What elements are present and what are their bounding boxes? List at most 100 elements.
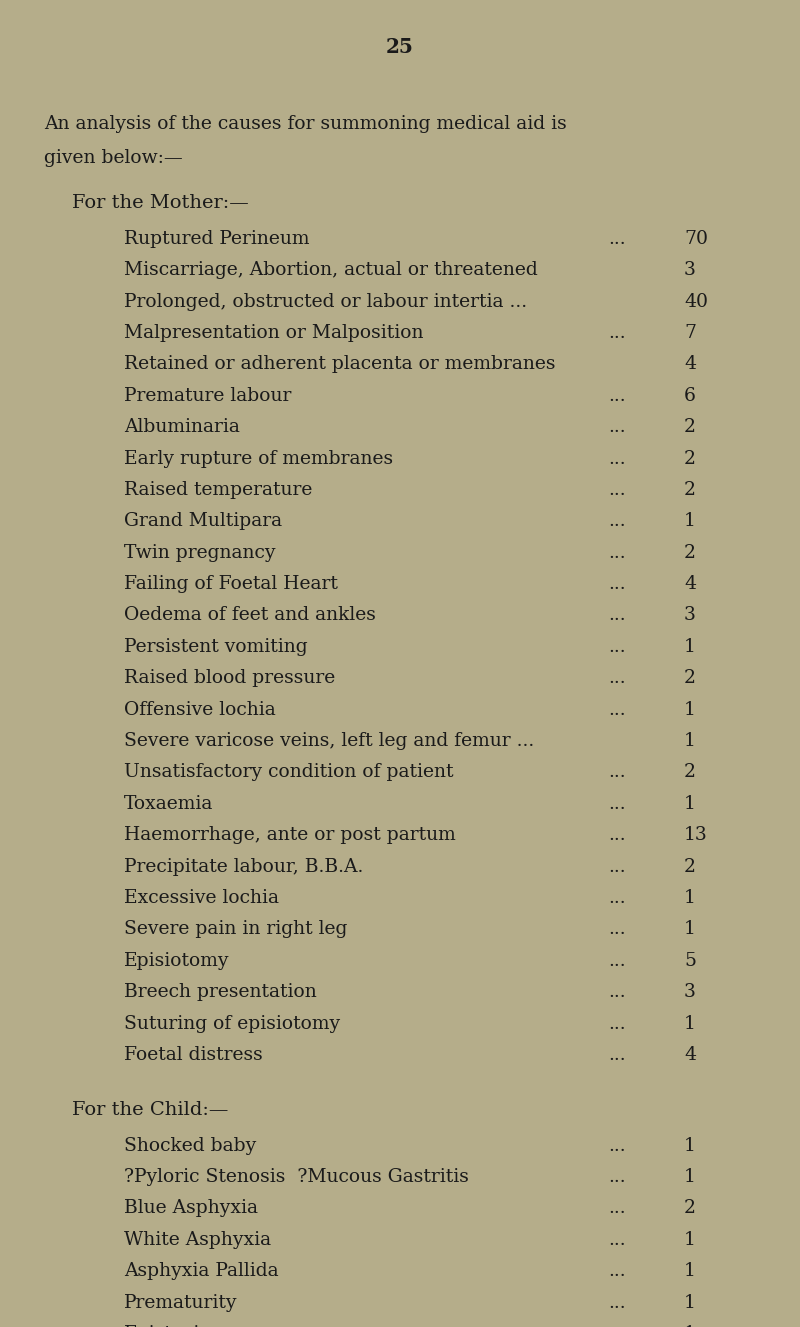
- Text: 2: 2: [684, 1200, 696, 1217]
- Text: 2: 2: [684, 763, 696, 782]
- Text: 2: 2: [684, 857, 696, 876]
- Text: 3: 3: [684, 261, 696, 279]
- Text: An analysis of the causes for summoning medical aid is: An analysis of the causes for summoning …: [44, 115, 566, 133]
- Text: Raised temperature: Raised temperature: [124, 480, 312, 499]
- Text: Excessive lochia: Excessive lochia: [124, 889, 279, 906]
- Text: 5: 5: [684, 951, 696, 970]
- Text: 1: 1: [684, 1326, 696, 1327]
- Text: Grand Multipara: Grand Multipara: [124, 512, 282, 531]
- Text: ...: ...: [608, 827, 626, 844]
- Text: ...: ...: [608, 1200, 626, 1217]
- Text: ...: ...: [608, 450, 626, 467]
- Text: Severe pain in right leg: Severe pain in right leg: [124, 921, 347, 938]
- Text: 1: 1: [684, 1262, 696, 1281]
- Text: Raised blood pressure: Raised blood pressure: [124, 669, 335, 687]
- Text: 3: 3: [684, 606, 696, 625]
- Text: Shocked baby: Shocked baby: [124, 1137, 256, 1154]
- Text: 2: 2: [684, 418, 696, 437]
- Text: ...: ...: [608, 795, 626, 813]
- Text: Toxaemia: Toxaemia: [124, 795, 214, 813]
- Text: ...: ...: [608, 575, 626, 593]
- Text: Malpresentation or Malposition: Malpresentation or Malposition: [124, 324, 423, 342]
- Text: 70: 70: [684, 230, 708, 248]
- Text: ...: ...: [608, 1046, 626, 1064]
- Text: Suturing of episiotomy: Suturing of episiotomy: [124, 1015, 340, 1032]
- Text: 4: 4: [684, 1046, 696, 1064]
- Text: 1: 1: [684, 795, 696, 813]
- Text: ...: ...: [608, 701, 626, 719]
- Text: ...: ...: [608, 763, 626, 782]
- Text: For the Mother:—: For the Mother:—: [72, 194, 249, 212]
- Text: 7: 7: [684, 324, 696, 342]
- Text: ...: ...: [608, 606, 626, 625]
- Text: 1: 1: [684, 1168, 696, 1186]
- Text: Albuminaria: Albuminaria: [124, 418, 240, 437]
- Text: 6: 6: [684, 386, 696, 405]
- Text: Premature labour: Premature labour: [124, 386, 291, 405]
- Text: ...: ...: [608, 324, 626, 342]
- Text: 4: 4: [684, 356, 696, 373]
- Text: ...: ...: [608, 889, 626, 906]
- Text: 2: 2: [684, 544, 696, 561]
- Text: Haemorrhage, ante or post partum: Haemorrhage, ante or post partum: [124, 827, 456, 844]
- Text: ...: ...: [608, 512, 626, 531]
- Text: Failing of Foetal Heart: Failing of Foetal Heart: [124, 575, 338, 593]
- Text: ...: ...: [608, 386, 626, 405]
- Text: 1: 1: [684, 733, 696, 750]
- Text: 13: 13: [684, 827, 708, 844]
- Text: ...: ...: [608, 669, 626, 687]
- Text: ...: ...: [608, 638, 626, 656]
- Text: ...: ...: [608, 1015, 626, 1032]
- Text: 1: 1: [684, 1137, 696, 1154]
- Text: 2: 2: [684, 450, 696, 467]
- Text: Episiotomy: Episiotomy: [124, 951, 230, 970]
- Text: ...: ...: [608, 1294, 626, 1311]
- Text: 1: 1: [684, 638, 696, 656]
- Text: Blue Asphyxia: Blue Asphyxia: [124, 1200, 258, 1217]
- Text: ...: ...: [608, 1262, 626, 1281]
- Text: Offensive lochia: Offensive lochia: [124, 701, 276, 719]
- Text: Precipitate labour, B.B.A.: Precipitate labour, B.B.A.: [124, 857, 363, 876]
- Text: ...: ...: [608, 544, 626, 561]
- Text: ...: ...: [608, 1168, 626, 1186]
- Text: ...: ...: [608, 857, 626, 876]
- Text: Prematurity: Prematurity: [124, 1294, 238, 1311]
- Text: ...: ...: [608, 480, 626, 499]
- Text: Twin pregnancy: Twin pregnancy: [124, 544, 275, 561]
- Text: ...: ...: [608, 1231, 626, 1249]
- Text: Foetal distress: Foetal distress: [124, 1046, 262, 1064]
- Text: For the Child:—: For the Child:—: [72, 1100, 228, 1119]
- Text: White Asphyxia: White Asphyxia: [124, 1231, 271, 1249]
- Text: Epistaxis: Epistaxis: [124, 1326, 210, 1327]
- Text: Retained or adherent placenta or membranes: Retained or adherent placenta or membran…: [124, 356, 555, 373]
- Text: 1: 1: [684, 1231, 696, 1249]
- Text: 1: 1: [684, 512, 696, 531]
- Text: 1: 1: [684, 921, 696, 938]
- Text: 3: 3: [684, 983, 696, 1001]
- Text: Oedema of feet and ankles: Oedema of feet and ankles: [124, 606, 376, 625]
- Text: Asphyxia Pallida: Asphyxia Pallida: [124, 1262, 278, 1281]
- Text: ...: ...: [608, 921, 626, 938]
- Text: Miscarriage, Abortion, actual or threatened: Miscarriage, Abortion, actual or threate…: [124, 261, 538, 279]
- Text: ...: ...: [608, 230, 626, 248]
- Text: 1: 1: [684, 1294, 696, 1311]
- Text: Severe varicose veins, left leg and femur ...: Severe varicose veins, left leg and femu…: [124, 733, 534, 750]
- Text: 4: 4: [684, 575, 696, 593]
- Text: 1: 1: [684, 889, 696, 906]
- Text: 25: 25: [386, 37, 414, 57]
- Text: Ruptured Perineum: Ruptured Perineum: [124, 230, 310, 248]
- Text: ...: ...: [608, 983, 626, 1001]
- Text: Persistent vomiting: Persistent vomiting: [124, 638, 308, 656]
- Text: Early rupture of membranes: Early rupture of membranes: [124, 450, 393, 467]
- Text: Unsatisfactory condition of patient: Unsatisfactory condition of patient: [124, 763, 454, 782]
- Text: ...: ...: [608, 418, 626, 437]
- Text: 2: 2: [684, 480, 696, 499]
- Text: Breech presentation: Breech presentation: [124, 983, 317, 1001]
- Text: ...: ...: [608, 1326, 626, 1327]
- Text: 2: 2: [684, 669, 696, 687]
- Text: 40: 40: [684, 293, 708, 311]
- Text: Prolonged, obstructed or labour intertia ...: Prolonged, obstructed or labour intertia…: [124, 293, 527, 311]
- Text: ...: ...: [608, 951, 626, 970]
- Text: ?Pyloric Stenosis  ?Mucous Gastritis: ?Pyloric Stenosis ?Mucous Gastritis: [124, 1168, 469, 1186]
- Text: 1: 1: [684, 701, 696, 719]
